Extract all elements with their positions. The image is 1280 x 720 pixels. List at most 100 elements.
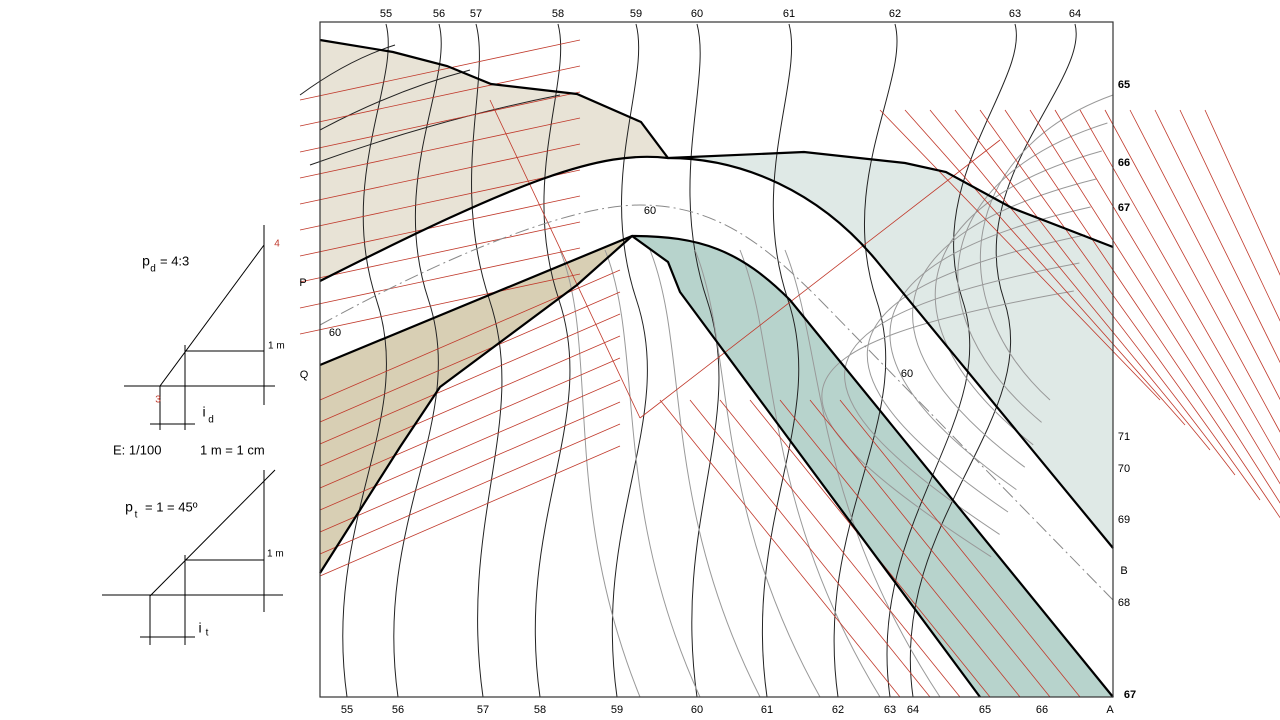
hatch [954,109,1236,476]
hatch [299,65,581,127]
contour [471,23,503,698]
fill-bottom-left [320,236,632,573]
top-label: 62 [889,8,901,20]
contour [761,23,800,698]
contour-label: 60 [329,327,341,339]
hatch [1204,109,1280,276]
legend-sub: t [206,628,209,639]
hatch [779,399,1021,698]
contour [319,69,471,131]
hatch [659,399,901,698]
edge-label: Q [300,369,309,381]
top-label: 56 [433,8,445,20]
hatch [319,291,621,423]
hatch [1029,109,1280,504]
legend-line [159,244,265,387]
hatch [299,169,581,231]
gray-contour [934,150,1102,446]
gray-contour [979,94,1114,401]
gray-contour [957,122,1108,423]
right-label: 65 [1118,79,1130,91]
contour [611,23,648,698]
gray-contour [559,249,641,698]
bottom-label: 62 [832,704,844,716]
bottom-label: 60 [691,704,703,716]
fill-top-left [320,40,668,281]
road-edge-inner [631,234,1114,698]
right-label: 67 [1118,202,1130,214]
legend-1m: 1 m [267,549,284,560]
right-label: 70 [1118,463,1130,475]
hatch [299,247,581,309]
gray-contour [889,206,1091,491]
hatch [1079,109,1280,461]
right-label: B [1120,565,1127,577]
contour-label: 60 [644,205,656,217]
frame [319,21,1114,698]
road-edge-upper [319,155,1114,549]
contour [833,23,898,698]
right-label: 68 [1118,597,1130,609]
legend-red: 3 [155,395,161,406]
gray-contour [604,249,701,698]
top-label: 55 [380,8,392,20]
contour-label: 60 [901,368,913,380]
legend-line [149,469,276,597]
top-label: 64 [1069,8,1081,20]
legend-equiv: 1 m = 1 cm [200,442,265,457]
legend-p: p [125,499,133,515]
legend-i: i [198,620,201,636]
gray-contour [912,178,1097,468]
edge-label: P [299,277,306,289]
axis-red [639,139,1001,419]
legend-red: 4 [274,239,280,250]
legend-1m: 1 m [268,341,285,352]
hatch [299,91,581,153]
contour [689,23,720,698]
right-label: 71 [1118,431,1130,443]
hatch [319,335,621,467]
bottom-label: 64 [907,704,919,716]
hatch [299,39,581,101]
legend-angle: = 1 = 45º [145,499,198,514]
hatch [299,221,581,283]
hatch [1004,109,1280,519]
hatch [719,399,961,698]
bottom-label: 55 [341,704,353,716]
right-label: 67 [1124,689,1136,701]
gray-contour [784,249,941,698]
hatch [809,399,1051,698]
bottom-label: 66 [1036,704,1048,716]
top-label: 58 [552,8,564,20]
hatch [1154,109,1280,364]
hatch [319,401,621,533]
hatch [979,109,1261,501]
hatch [319,313,621,445]
legend-lines [102,225,283,645]
legend-i: i [202,404,205,420]
hatch [1129,109,1280,401]
bottom-label: 57 [477,704,489,716]
bottom-label: 56 [392,704,404,716]
hatch [299,117,581,179]
legend-scale: E: 1/100 [113,442,161,457]
legend-ratio: = 4:3 [160,253,189,268]
right-label: 66 [1118,157,1130,169]
gray-contour [866,234,1086,513]
hatch [1054,109,1280,485]
bottom-label: 61 [761,704,773,716]
hatch [1179,109,1280,322]
legend-sub: d [150,264,156,275]
axis-red [489,99,641,419]
fill-edge [319,235,633,574]
hatch [299,195,581,257]
legend-sub: t [135,510,138,521]
hatch [319,445,621,577]
hatch [929,109,1211,451]
hatch [319,357,621,489]
bottom-label: 63 [884,704,896,716]
contours [299,23,1077,698]
hatch [299,143,581,205]
fill-top-right [668,152,1113,548]
